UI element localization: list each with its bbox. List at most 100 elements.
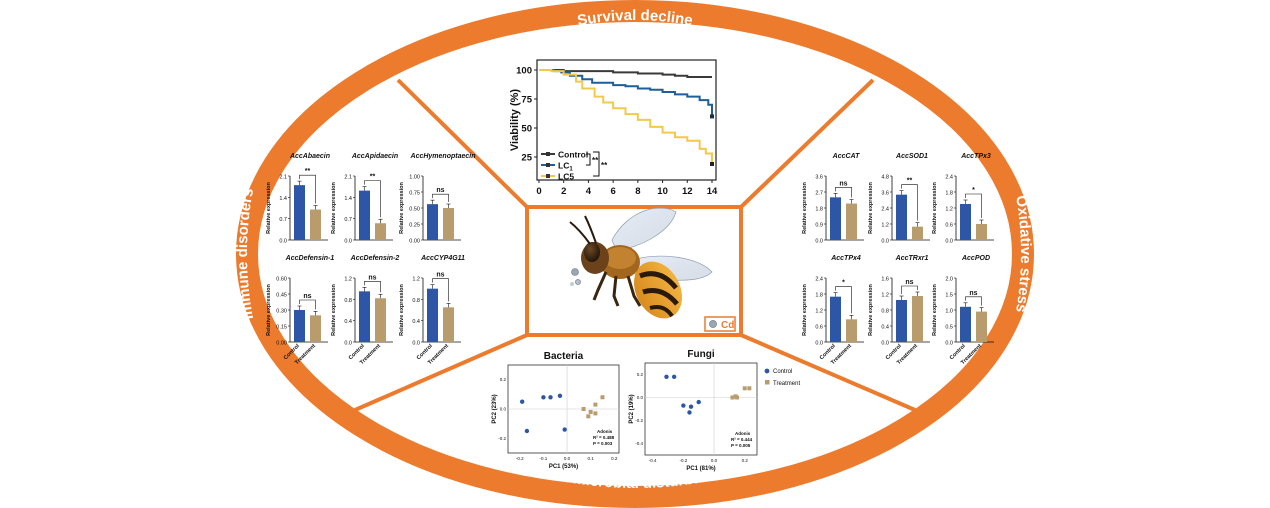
oxidative-charts: AccCAT 3.6 2.7 1.8 0.9 0.0 Relative expression… [802, 153, 994, 366]
pca-adonis-p: P = 0.005 [731, 443, 751, 448]
bar-chart-ytick-label: 2.4 [815, 277, 823, 283]
bar-chart-ylabel: Relative expression [331, 284, 337, 336]
survival-ylabel: Viability (%) [509, 89, 521, 151]
sig-bracket [835, 286, 852, 314]
bar-chart-ytick-label: 0.0 [881, 341, 889, 347]
survival-ytick-label: 50 [521, 124, 532, 135]
pca-xtick-label: -0.2 [679, 458, 687, 463]
pca-xtick-label: 0.2 [611, 456, 618, 461]
bar-chart-ytick-label: 2.4 [945, 175, 953, 181]
pca-xtick-label: 0.0 [711, 458, 718, 463]
bar-treatment [846, 203, 857, 240]
divider-bottom-right [740, 333, 916, 412]
sig-bracket [364, 281, 381, 293]
bar-chart-ytick-label: 0.0 [815, 341, 823, 347]
bar-control [896, 300, 907, 342]
bar-control [830, 197, 841, 240]
pca-point-control [671, 374, 677, 379]
pca-point-control [687, 410, 692, 415]
sig-label: ** [907, 178, 913, 185]
bar-chart-acchymenoptaecin: AccHymenoptaecin 1.00 0.75 0.50 0.25 0.00 Rela… [399, 153, 475, 245]
bar-treatment [310, 315, 321, 342]
pca-ytick-label: -0.2 [498, 436, 506, 441]
bar-chart-ytick-label: 1.2 [815, 309, 823, 315]
bar-chart-ytick-label: 0.0 [279, 239, 287, 245]
bar-chart-ytick-label: 0.0 [412, 341, 420, 347]
bar-chart-ytick-label: 0.25 [409, 223, 420, 229]
sig-label: ns [303, 293, 311, 300]
bar-chart-ytick-label: 0.0 [815, 239, 823, 245]
sig-label: * [972, 187, 975, 194]
bar-treatment [976, 224, 987, 240]
pca-plot-fungi: Fungi -0.4 -0.2 0.0 0.2 0.2 0.0 -0.2 -0.4 PC1 (81… [629, 349, 758, 472]
bar-chart-ylabel: Relative expression [802, 284, 808, 336]
pca-point-treatment [586, 414, 591, 419]
bar-chart-ylabel: Relative expression [868, 284, 874, 336]
survival-legend-marker [546, 174, 550, 178]
pca-legend: Control Treatment [764, 368, 800, 387]
section-title-top: Survival decline [576, 7, 694, 30]
bar-chart-ylabel: Relative expression [266, 284, 272, 336]
bar-chart-ytick-label: 2.0 [945, 277, 953, 283]
bee-illustration [569, 207, 713, 319]
bar-chart-ytick-label: 0.0 [945, 341, 953, 347]
pca-ytick-label: 0.2 [637, 372, 644, 377]
pca-title: Bacteria [544, 351, 584, 362]
pca-point-treatment [747, 386, 752, 391]
bar-chart-ytick-label: 1.4 [344, 196, 352, 202]
pca-point-treatment [735, 395, 740, 400]
bar-chart-acctrxr1: AccTRxr1 1.6 1.2 0.8 0.4 0.0 Relative expressi… [868, 255, 930, 366]
sig-label: ns [969, 290, 977, 297]
pca-xtick-label: -0.2 [516, 456, 524, 461]
survival-xtick-label: 8 [635, 186, 640, 197]
bar-chart-ytick-label: 0.7 [344, 217, 352, 223]
bar-chart-title: AccCYP4G11 [420, 255, 465, 262]
bar-chart-ytick-label: 1.8 [815, 293, 823, 299]
bar-control [830, 296, 841, 342]
bar-chart-ytick-label: 1.2 [881, 293, 889, 299]
bar-chart-acccyp4g11: AccCYP4G11 1.2 0.8 0.4 0.0 Relative expressio… [399, 255, 465, 366]
pca-xlabel: PC1 (81%) [686, 466, 715, 472]
pca-point-control [557, 393, 563, 398]
bar-treatment [443, 208, 454, 240]
bar-chart-ytick-label: 0.4 [344, 319, 352, 325]
pca-xtick-label: -0.4 [649, 458, 657, 463]
pca-xtick-label: -0.1 [540, 456, 548, 461]
pca-xtick-label: 0.2 [742, 458, 749, 463]
bar-chart-title: AccApidaecin [351, 153, 398, 160]
bar-control [359, 190, 370, 240]
survival-end-marker [710, 161, 714, 166]
survival-ytick-label: 25 [521, 153, 532, 164]
sig-label: ns [436, 272, 444, 279]
survival-legend-marker [546, 152, 550, 156]
pca-adonis-r2: R² = 0.444 [731, 437, 753, 442]
survival-xtick-label: 6 [610, 186, 615, 197]
cd-particle-icon [709, 320, 717, 328]
bar-chart-ytick-label: 0.0 [881, 239, 889, 245]
bar-chart-ytick-label: 0.00 [409, 239, 420, 245]
bar-chart-ylabel: Relative expression [932, 284, 938, 336]
bar-chart-ytick-label: 0.8 [412, 298, 420, 304]
divider-bottom-left [354, 333, 528, 412]
sig-bracket [299, 174, 316, 204]
survival-xtick-label: 4 [586, 186, 592, 197]
pca-plot-bacteria: Bacteria -0.2 -0.1 0.0 0.1 0.2 0.2 0.0 -0.2 PC1 (… [492, 351, 620, 470]
pca-ytick-label: 0.2 [500, 377, 507, 382]
bar-chart-ytick-label: 0.5 [945, 325, 953, 331]
divider-top-left [396, 78, 529, 209]
bar-chart-accsod1: AccSOD1 4.8 3.6 2.4 1.2 0.0 Relative expressio… [868, 153, 930, 245]
sig-label: ns [368, 274, 376, 281]
sig-label: ** [370, 174, 376, 181]
bar-chart-title: AccPOD [961, 255, 990, 262]
bar-control [960, 306, 971, 342]
pca-ytick-label: 0.0 [637, 395, 644, 400]
sig-bracket [965, 296, 982, 306]
pca-point-control [519, 399, 525, 404]
bar-chart-ylabel: Relative expression [331, 182, 337, 234]
bar-chart-ytick-label: 1.2 [412, 277, 420, 283]
bar-chart-ytick-label: 2.7 [815, 191, 823, 197]
bar-chart-ylabel: Relative expression [868, 182, 874, 234]
pca-ytick-label: -0.2 [635, 418, 643, 423]
pca-adonis-r2: R² = 0.488 [593, 435, 615, 440]
pca-point-control [548, 395, 553, 400]
